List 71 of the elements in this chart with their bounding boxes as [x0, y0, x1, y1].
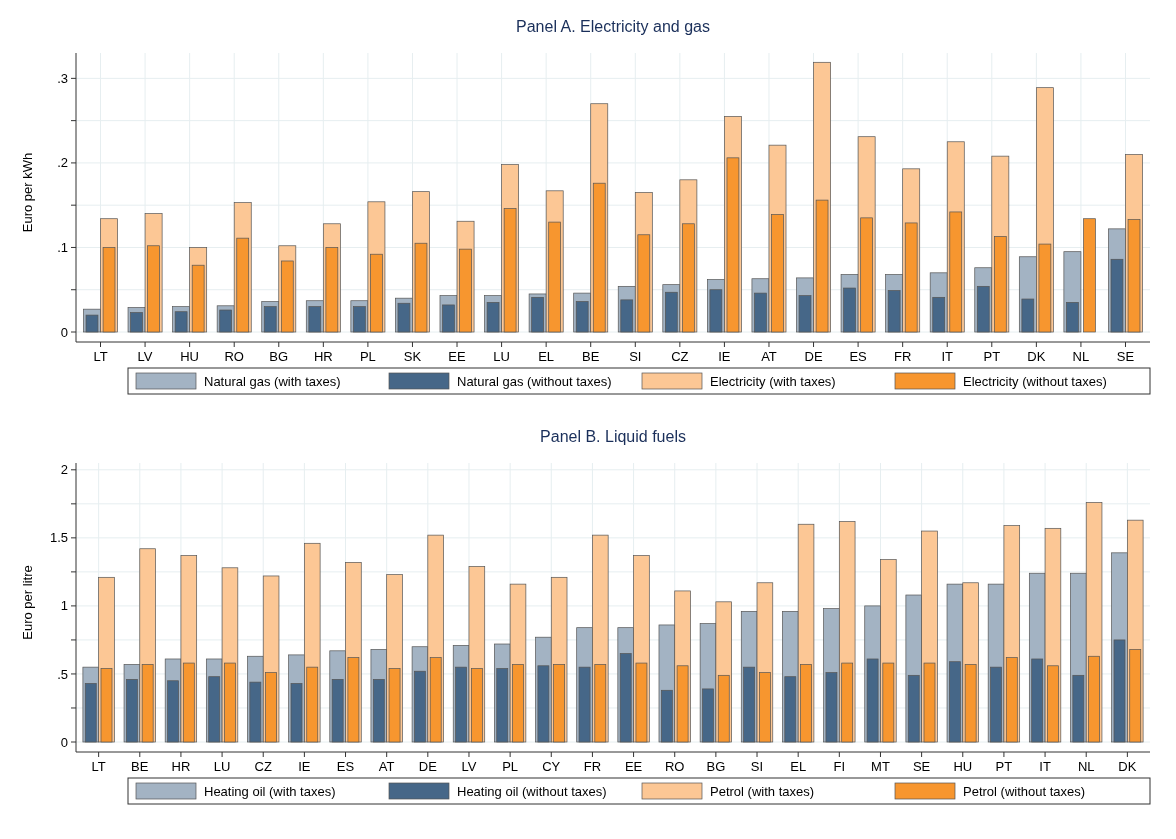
y-tick-label: 0: [60, 324, 68, 340]
x-tick-label: EL: [790, 759, 807, 774]
x-tick-label: CZ: [671, 349, 689, 364]
legend-label: Electricity (without taxes): [963, 374, 1107, 389]
x-tick-label: ES: [336, 759, 355, 774]
x-tick-label: IE: [298, 759, 311, 774]
x-tick-label: HR: [171, 759, 191, 774]
x-tick-label: MT: [871, 759, 890, 774]
y-tick-label: 1: [60, 598, 68, 614]
x-tick-label: LV: [137, 349, 153, 364]
x-tick-label: CZ: [254, 759, 272, 774]
y-tick-label: 2: [60, 462, 68, 478]
x-tick-label: HR: [313, 349, 333, 364]
x-tick-label: LT: [93, 349, 108, 364]
x-tick-label: BG: [269, 349, 289, 364]
x-tick-label: NL: [1077, 759, 1095, 774]
legend-label: Heating oil (without taxes): [457, 784, 607, 799]
x-tick-label: EL: [538, 349, 555, 364]
x-tick-label: RO: [224, 349, 244, 364]
x-tick-label: LU: [493, 349, 510, 364]
chart-title: Panel A. Electricity and gas: [516, 18, 710, 35]
x-tick-label: EE: [448, 349, 467, 364]
legend-label: Petrol (without taxes): [963, 784, 1086, 799]
x-tick-label: FR: [583, 759, 602, 774]
legend-label: Natural gas (with taxes): [204, 374, 341, 389]
y-tick-label: .3: [57, 70, 68, 86]
x-tick-label: PT: [995, 759, 1013, 774]
x-tick-label: EE: [624, 759, 643, 774]
x-tick-label: SI: [629, 349, 642, 364]
x-tick-label: IT: [1039, 759, 1051, 774]
x-tick-label: SI: [750, 759, 764, 774]
x-tick-label: SE: [912, 759, 931, 774]
x-tick-label: PT: [983, 349, 1001, 364]
x-tick-label: LV: [461, 759, 477, 774]
x-tick-label: AT: [378, 759, 395, 774]
x-tick-label: DE: [418, 759, 438, 774]
x-tick-label: HU: [180, 349, 200, 364]
x-tick-label: ES: [849, 349, 868, 364]
x-tick-label: SK: [403, 349, 422, 364]
y-tick-label: .1: [57, 240, 68, 255]
y-tick-label: .2: [57, 155, 68, 171]
x-tick-label: BE: [582, 349, 600, 364]
x-tick-label: PL: [502, 759, 519, 774]
x-tick-label: DE: [804, 349, 823, 364]
x-tick-label: PL: [359, 349, 376, 364]
x-tick-label: IT: [941, 349, 954, 364]
x-tick-label: NL: [1072, 349, 1090, 364]
x-tick-label: DK: [1118, 759, 1137, 774]
x-tick-label: FR: [894, 349, 912, 364]
x-tick-label: CY: [542, 759, 561, 774]
legend-label: Petrol (with taxes): [710, 784, 815, 799]
x-tick-label: HU: [953, 759, 973, 774]
x-tick-label: BE: [131, 759, 149, 774]
y-tick-label: 1.5: [49, 530, 68, 546]
legend-label: Electricity (with taxes): [710, 374, 836, 389]
x-tick-label: AT: [761, 349, 777, 364]
y-axis-title: Euro per kWh: [20, 152, 35, 233]
x-tick-label: RO: [664, 759, 685, 774]
x-tick-label: SE: [1116, 349, 1135, 364]
x-tick-label: FI: [833, 759, 846, 774]
x-tick-label: LU: [213, 759, 231, 774]
y-tick-label: .5: [57, 666, 68, 682]
legend-label: Heating oil (with taxes): [204, 784, 336, 799]
legend-label: Natural gas (without taxes): [457, 374, 612, 389]
x-tick-label: IE: [718, 349, 731, 364]
x-tick-label: BG: [706, 759, 726, 774]
chart-title: Panel B. Liquid fuels: [540, 428, 686, 445]
x-tick-label: DK: [1027, 349, 1046, 364]
y-tick-label: 0: [60, 734, 68, 750]
y-axis-title: Euro per litre: [20, 565, 35, 640]
x-tick-label: LT: [91, 759, 106, 774]
